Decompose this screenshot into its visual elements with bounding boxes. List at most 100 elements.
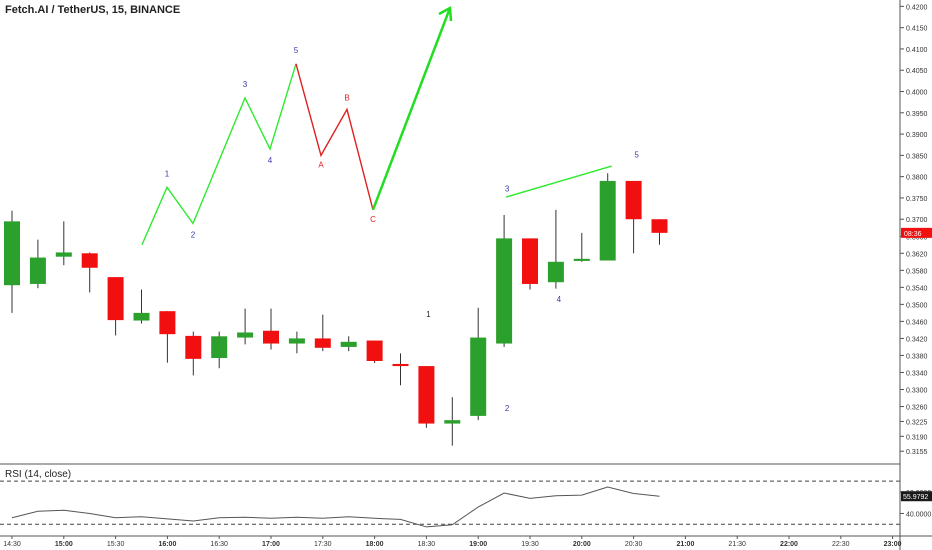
candle-up [55, 252, 72, 257]
candle-down [314, 338, 331, 348]
price-tick-label: 0.4200 [906, 4, 928, 11]
time-tick-label: 15:00 [55, 541, 73, 548]
time-tick-label: 14:30 [3, 541, 21, 548]
price-tick-label: 0.3190 [906, 434, 928, 441]
price-tick-label: 0.3580 [906, 268, 928, 275]
price-tick-label: 0.4000 [906, 90, 928, 97]
candle-down [185, 335, 202, 359]
candle-up [288, 338, 305, 344]
candle-down [263, 330, 279, 344]
rsi-badge [901, 491, 932, 502]
time-tick-label: 23:00 [884, 541, 902, 548]
impulse-wave-label: 5 [294, 46, 299, 55]
candle-up [599, 180, 616, 261]
candle-up [133, 312, 150, 321]
value-badges: 08:36 55.9792 [901, 227, 932, 502]
correction-wave-label: C [370, 215, 376, 224]
time-tick-label: 16:00 [158, 541, 176, 548]
time-tick-label: 21:30 [728, 541, 746, 548]
rsi-panel: RSI (14, close) 60.000040.0000 [0, 469, 931, 528]
price-badge-label: 08:36 [904, 231, 922, 238]
candle-down [625, 180, 642, 220]
candle-down [159, 311, 176, 335]
time-tick-label: 16:30 [210, 541, 228, 548]
price-tick-label: 0.3380 [906, 353, 928, 360]
impulse-wave-label: 2 [191, 230, 196, 239]
candle-up [470, 337, 487, 416]
candle-up [29, 257, 46, 284]
impulse-wave-line [141, 63, 297, 246]
candle-down [418, 366, 435, 424]
price-tick-label: 0.4150 [906, 26, 928, 33]
price-tick-label: 0.3850 [906, 153, 928, 160]
price-tick-label: 0.3155 [906, 449, 928, 456]
candle-up [211, 336, 228, 359]
price-tick-label: 0.3260 [906, 405, 928, 412]
time-tick-label: 18:30 [418, 541, 436, 548]
correction-wave-label: A [318, 160, 324, 169]
price-tick-label: 0.4050 [906, 68, 928, 75]
time-tick-label: 19:30 [521, 541, 539, 548]
candle-down [366, 340, 383, 361]
price-tick-label: 0.3300 [906, 388, 928, 395]
time-tick-label: 22:00 [780, 541, 798, 548]
wave-3-5-line [505, 165, 612, 198]
rsi-title: RSI (14, close) [5, 469, 71, 480]
time-tick-label: 20:30 [625, 541, 643, 548]
price-tick-label: 0.3700 [906, 217, 928, 224]
wave-annotations: 1 2 3 4 5 A B C 1 2 3 4 5 [141, 5, 639, 413]
price-tick-label: 0.3900 [906, 132, 928, 139]
correction-wave-line [295, 63, 374, 211]
correction-wave-label: B [344, 93, 349, 102]
candle-down [392, 363, 409, 367]
price-badge [901, 227, 932, 238]
time-tick-label: 19:00 [469, 541, 487, 548]
candle-down [81, 253, 98, 268]
rsi-badge-label: 55.9792 [903, 494, 928, 501]
price-tick-label: 0.3340 [906, 370, 928, 377]
time-tick-label: 18:00 [366, 541, 384, 548]
candle-up [4, 221, 20, 286]
rsi-tick-label: 40.0000 [906, 511, 931, 518]
candle-down [651, 219, 668, 233]
time-tick-label: 17:30 [314, 541, 332, 548]
projection-arrow-head [438, 5, 453, 22]
candle-up [340, 341, 357, 347]
price-tick-label: 0.3225 [906, 419, 928, 426]
candle-up [573, 258, 590, 261]
price-tick-label: 0.3750 [906, 196, 928, 203]
candle-down [522, 238, 538, 284]
candle-wave-label: 2 [505, 404, 510, 413]
candle-up [444, 420, 461, 424]
impulse-wave-label: 4 [268, 156, 273, 165]
rsi-line [11, 486, 660, 528]
candle-wave-label: 1 [426, 310, 431, 319]
price-tick-label: 0.3540 [906, 285, 928, 292]
candle-wave-label: 5 [634, 151, 639, 160]
candle-up [237, 332, 254, 338]
time-tick-label: 17:00 [262, 541, 280, 548]
projection-arrow-line [371, 7, 452, 211]
candle-wave-label: 3 [505, 185, 510, 194]
price-tick-label: 0.3500 [906, 302, 928, 309]
price-tick-label: 0.3950 [906, 111, 928, 118]
time-tick-label: 20:00 [573, 541, 591, 548]
chart-title: Fetch.AI / TetherUS, 15, BINANCE [5, 4, 180, 16]
price-tick-label: 0.3420 [906, 336, 928, 343]
price-tick-label: 0.3620 [906, 251, 928, 258]
time-tick-label: 21:00 [676, 541, 694, 548]
candle-down [107, 277, 124, 321]
price-tick-label: 0.3800 [906, 175, 928, 182]
impulse-wave-label: 1 [165, 169, 170, 178]
price-tick-label: 0.4100 [906, 47, 928, 54]
candle-up [547, 261, 564, 283]
candle-up [496, 238, 513, 344]
impulse-wave-label: 3 [243, 80, 248, 89]
price-tick-label: 0.3460 [906, 319, 928, 326]
candle-wave-label: 4 [557, 295, 562, 304]
time-tick-label: 22:30 [832, 541, 850, 548]
time-tick-label: 15:30 [107, 541, 125, 548]
candles [4, 173, 668, 446]
